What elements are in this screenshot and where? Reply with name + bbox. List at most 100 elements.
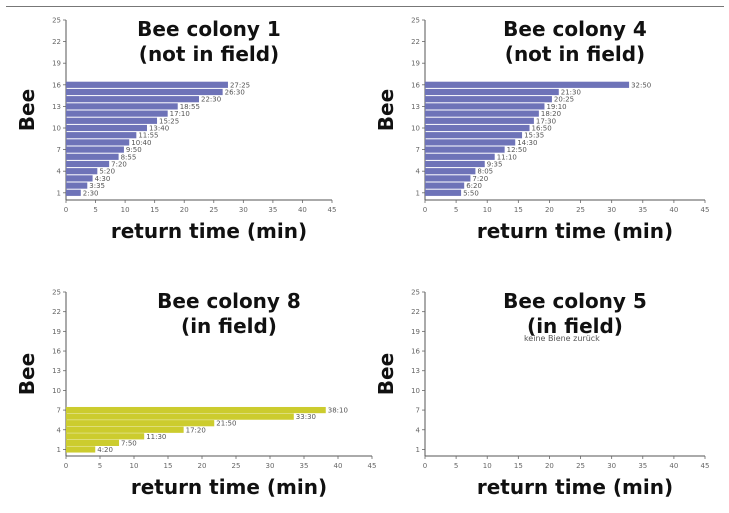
- y-tick-label: 10: [411, 387, 420, 395]
- x-tick-label: 45: [701, 206, 710, 214]
- y-tick-label: 22: [411, 38, 420, 46]
- x-tick-label: 0: [64, 462, 68, 470]
- bar: [66, 433, 145, 440]
- chart-title-line: (not in field): [505, 42, 645, 66]
- bar: [66, 182, 88, 189]
- bar-value-label: 7:20: [111, 161, 127, 169]
- y-tick-label: 1: [416, 446, 420, 454]
- bar: [66, 189, 81, 196]
- bar-value-label: 11:30: [146, 433, 166, 441]
- x-tick-label: 10: [121, 206, 130, 214]
- annotation-text: keine Biene zurück: [524, 334, 600, 343]
- bar-value-label: 5:20: [99, 168, 115, 176]
- x-tick-label: 0: [64, 206, 68, 214]
- bar-value-label: 7:20: [472, 175, 488, 183]
- bar-value-label: 9:35: [487, 161, 503, 169]
- bar: [66, 160, 110, 168]
- bar-value-label: 7:50: [121, 439, 137, 447]
- chart-title-line: (in field): [527, 314, 623, 338]
- bar-value-label: 38:10: [328, 407, 348, 415]
- x-tick-label: 20: [545, 462, 554, 470]
- bar-value-label: 8:55: [121, 153, 137, 161]
- y-tick-label: 1: [416, 189, 420, 197]
- bar-value-label: 11:10: [497, 153, 517, 161]
- chart-panel-4: 1 4 7 10 13 16 19 22 25 0 5 10 15 20 25 30 35 40 45 keine B…: [374, 289, 709, 500]
- bar-value-label: 21:30: [561, 89, 581, 97]
- bar: [66, 446, 96, 453]
- bar-value-label: 17:30: [536, 117, 556, 125]
- bar: [425, 81, 630, 88]
- bar: [66, 88, 223, 96]
- x-tick-label: 5: [454, 206, 458, 214]
- bar: [66, 175, 93, 182]
- bar: [66, 132, 137, 139]
- y-tick-label: 13: [52, 103, 61, 111]
- bar-value-label: 20:25: [554, 96, 574, 104]
- y-tick-label: 19: [52, 328, 61, 336]
- bar-value-label: 13:40: [149, 125, 169, 133]
- bar: [66, 406, 326, 414]
- x-tick-label: 45: [368, 462, 377, 470]
- bar: [425, 139, 516, 146]
- x-tick-label: 0: [423, 462, 427, 470]
- y-tick-label: 16: [52, 81, 61, 89]
- bar-value-label: 15:35: [524, 132, 544, 140]
- y-tick-label: 19: [411, 328, 420, 336]
- x-tick-label: 25: [576, 462, 585, 470]
- chart-title-line: (in field): [181, 314, 277, 338]
- bar: [425, 96, 552, 103]
- chart-panel-3: 1 4 7 10 13 16 19 22 25 0 5 10 15 20 25 30 35 40 45 4:20 7:5…: [15, 289, 376, 500]
- bar: [66, 153, 119, 160]
- x-axis-label: return time (min): [477, 219, 673, 243]
- x-tick-label: 15: [164, 462, 173, 470]
- bar: [425, 103, 545, 110]
- bar-value-label: 18:55: [180, 103, 200, 111]
- y-tick-label: 16: [411, 348, 420, 356]
- x-tick-label: 30: [239, 206, 248, 214]
- y-tick-label: 19: [411, 60, 420, 68]
- y-tick-label: 7: [57, 146, 61, 154]
- chart-title-line: (not in field): [139, 42, 279, 66]
- x-axis-label: return time (min): [111, 219, 307, 243]
- x-tick-label: 35: [300, 462, 309, 470]
- bar-value-label: 11:55: [138, 132, 158, 140]
- bar: [425, 189, 462, 196]
- bar: [66, 439, 120, 446]
- bar-value-label: 22:30: [201, 96, 221, 104]
- bar-value-label: 27:25: [230, 81, 250, 89]
- y-axis-label: Bee: [374, 89, 398, 131]
- bar-value-label: 26:30: [225, 89, 245, 97]
- chart-title-line: Bee colony 1: [137, 17, 281, 41]
- x-tick-label: 20: [180, 206, 189, 214]
- y-tick-label: 10: [411, 125, 420, 133]
- bar-value-label: 9:50: [126, 146, 142, 154]
- y-tick-label: 22: [52, 38, 61, 46]
- y-tick-label: 25: [411, 289, 420, 297]
- bar-value-label: 32:50: [631, 81, 651, 89]
- y-tick-label: 25: [411, 17, 420, 25]
- x-tick-label: 40: [334, 462, 343, 470]
- y-tick-label: 7: [57, 407, 61, 415]
- chart-panel-2: 1 4 7 10 13 16 19 22 25 0 5 10 15 20 25 30 35 40 45 5:506:2…: [374, 17, 709, 244]
- x-axis-label: return time (min): [131, 475, 327, 499]
- bar-value-label: 10:40: [131, 139, 151, 147]
- x-tick-label: 35: [638, 462, 647, 470]
- chart-title-line: Bee colony 5: [503, 289, 647, 313]
- y-tick-label: 4: [57, 168, 62, 176]
- bar: [66, 110, 168, 117]
- bar-value-label: 17:10: [170, 110, 190, 118]
- bar: [425, 153, 495, 160]
- x-tick-label: 15: [514, 206, 523, 214]
- x-tick-label: 30: [266, 462, 275, 470]
- bar: [66, 103, 178, 110]
- y-tick-label: 7: [416, 146, 420, 154]
- x-tick-label: 5: [98, 462, 102, 470]
- y-tick-label: 10: [52, 125, 61, 133]
- bar: [66, 124, 147, 132]
- y-tick-label: 13: [411, 103, 420, 111]
- x-tick-label: 20: [545, 206, 554, 214]
- bar: [66, 81, 228, 88]
- y-tick-label: 19: [52, 60, 61, 68]
